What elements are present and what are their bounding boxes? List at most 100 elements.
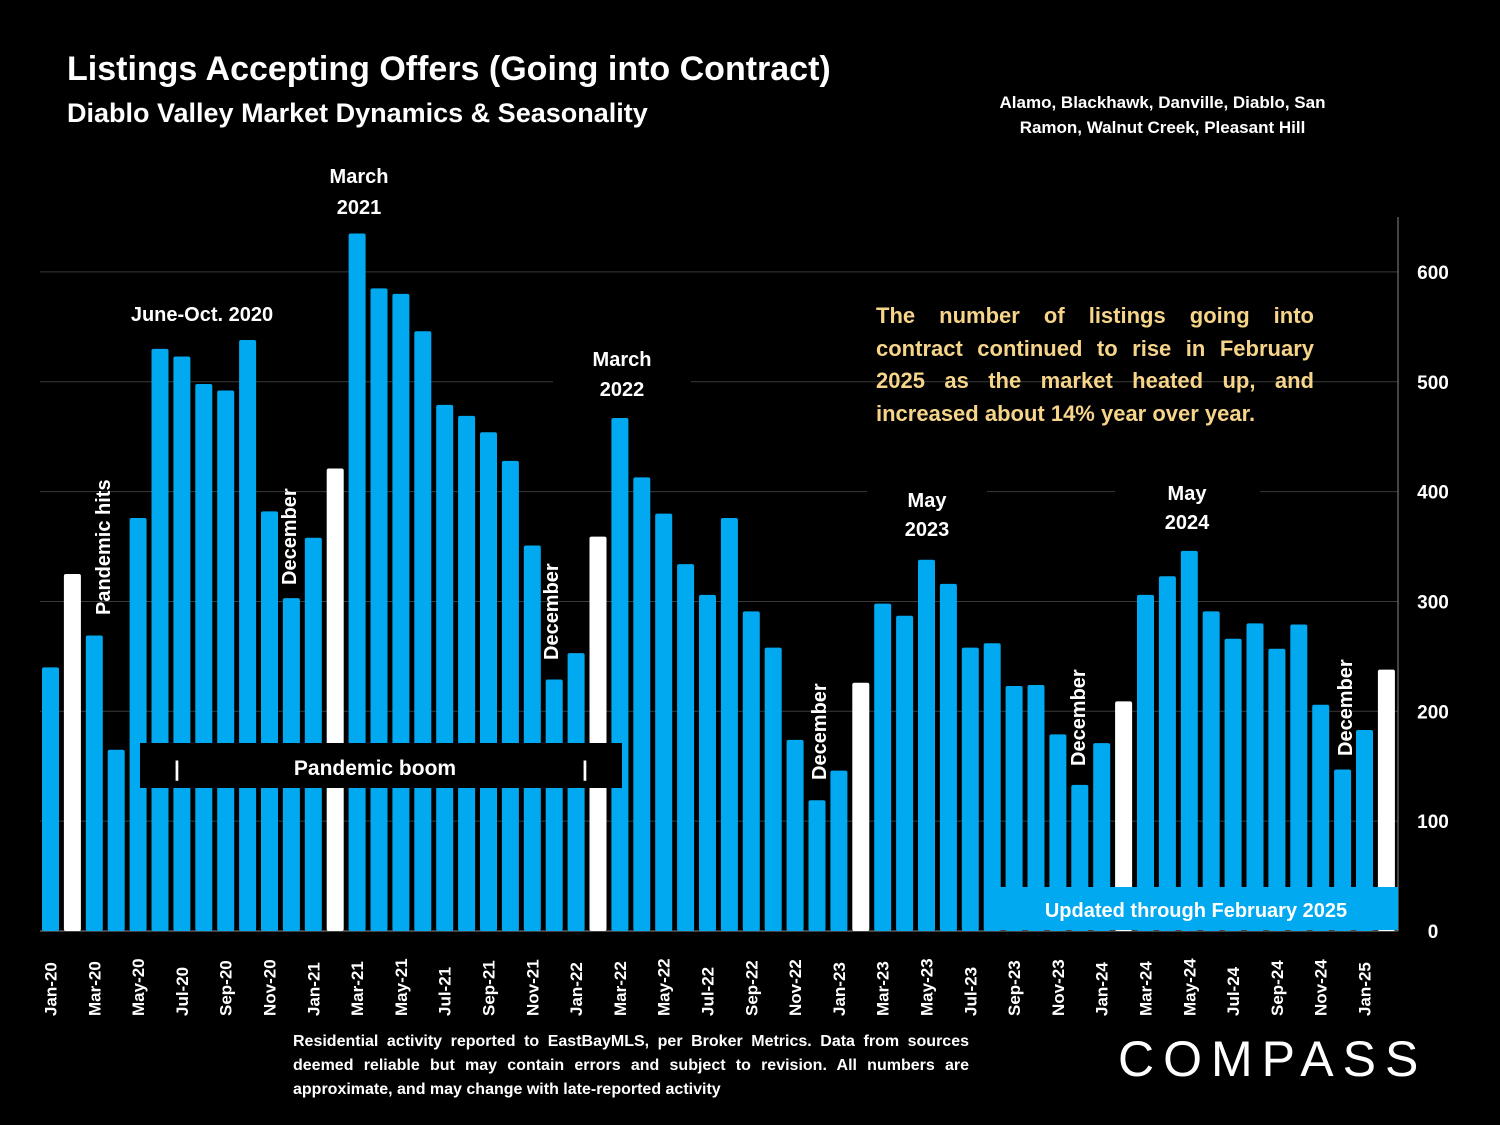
x-tick-label: Nov-23 xyxy=(1049,959,1068,1016)
x-tick-label: Mar-21 xyxy=(348,961,367,1016)
march-2021-label-line2: 2021 xyxy=(337,197,382,219)
bar-sep-22 xyxy=(742,611,760,931)
bar-jan-25 xyxy=(1356,729,1373,931)
bar-may-20 xyxy=(129,517,147,931)
updated-banner-text: Updated through February 2025 xyxy=(1045,900,1347,922)
bar-nov-20 xyxy=(261,511,278,931)
june-oct-2020-label: June-Oct. 2020 xyxy=(131,304,273,326)
bar-oct-23 xyxy=(1027,684,1045,931)
bar-series xyxy=(42,233,1395,932)
bar-feb-22 xyxy=(589,536,607,931)
march-2021-label-line1: March xyxy=(330,166,389,188)
bar-dec-21 xyxy=(545,679,563,931)
bar-apr-21 xyxy=(370,288,388,931)
y-tick-label: 600 xyxy=(1417,263,1449,284)
bar-aug-20 xyxy=(195,383,213,931)
bar-nov-21 xyxy=(523,545,541,931)
bar-feb-20 xyxy=(63,574,81,931)
x-tick-label: Jan-20 xyxy=(42,962,61,1016)
bar-jul-22 xyxy=(699,594,716,931)
y-tick-label: 200 xyxy=(1417,702,1449,723)
bar-oct-21 xyxy=(501,460,519,931)
bar-jun-21 xyxy=(414,331,432,931)
region-line-1: Alamo, Blackhawk, Danville, Diablo, San xyxy=(999,93,1326,112)
x-tick-label: Mar-20 xyxy=(85,961,104,1016)
bar-mar-23 xyxy=(874,603,892,931)
bar-sep-20 xyxy=(217,390,235,932)
bar-nov-23 xyxy=(1049,734,1067,931)
bar-aug-23 xyxy=(983,643,1001,931)
may-2024-label-line2: 2024 xyxy=(1165,512,1210,534)
december-2022-label: December xyxy=(809,683,831,780)
bar-jan-22 xyxy=(567,653,585,931)
december-2024-label: December xyxy=(1335,659,1357,756)
december-2020-label: December xyxy=(279,488,301,585)
source-footnote: Residential activity reported to EastBay… xyxy=(293,1033,969,1098)
x-tick-label: May-20 xyxy=(129,958,148,1016)
x-tick-label: Jan-22 xyxy=(567,962,586,1016)
december-2023-label: December xyxy=(1068,669,1090,766)
x-tick-label: Nov-24 xyxy=(1312,959,1331,1016)
bar-jan-20 xyxy=(42,667,59,931)
x-tick-label: May-22 xyxy=(655,958,674,1016)
y-tick-label: 500 xyxy=(1417,373,1449,394)
x-axis-tick-labels: Jan-20 Mar-20 May-20 Jul-20 Sep-20 Nov-20 Jan-… xyxy=(42,958,1375,1016)
bar-apr-24 xyxy=(1158,576,1176,931)
bar-oct-20 xyxy=(239,340,257,931)
bar-dec-22 xyxy=(808,800,826,931)
march-2022-label-line2: 2022 xyxy=(600,379,645,401)
x-tick-label: Mar-24 xyxy=(1137,961,1156,1016)
bar-jul-21 xyxy=(436,404,454,931)
bar-may-24 xyxy=(1180,550,1198,931)
region-line-2: Ramon, Walnut Creek, Pleasant Hill xyxy=(1019,118,1306,137)
x-tick-label: Jul-20 xyxy=(173,967,192,1016)
x-tick-label: Jan-24 xyxy=(1093,962,1112,1016)
x-tick-label: Jul-24 xyxy=(1224,966,1243,1016)
y-tick-label: 100 xyxy=(1417,812,1449,833)
y-axis-tick-labels: 0 100 200 300 400 500 600 xyxy=(1417,263,1449,943)
bar-mar-22 xyxy=(611,418,629,932)
boom-start-marker: | xyxy=(174,758,180,781)
x-tick-label: Nov-22 xyxy=(786,959,805,1016)
pandemic-boom-box xyxy=(140,743,622,788)
bar-oct-22 xyxy=(764,647,782,931)
may-2024-label-bg xyxy=(1115,470,1260,542)
may-2023-label-line2: 2023 xyxy=(905,519,950,541)
x-tick-label: Jan-21 xyxy=(304,962,323,1016)
bar-jan-21 xyxy=(304,537,322,931)
pandemic-hits-label: Pandemic hits xyxy=(93,479,115,615)
x-tick-label: Sep-23 xyxy=(1005,960,1024,1016)
x-tick-label: May-23 xyxy=(918,958,937,1016)
x-tick-label: Sep-24 xyxy=(1268,960,1287,1016)
x-tick-label: Jul-23 xyxy=(961,967,980,1016)
bar-apr-20 xyxy=(107,749,125,931)
x-tick-label: Jan-23 xyxy=(830,962,849,1016)
bar-may-21 xyxy=(392,293,410,931)
pandemic-boom-label: Pandemic boom xyxy=(294,757,456,780)
chart-subtitle: Diablo Valley Market Dynamics & Seasonal… xyxy=(67,98,648,128)
march-2022-label-bg xyxy=(553,337,691,407)
march-2022-label-line1: March xyxy=(593,349,652,371)
bar-feb-25 xyxy=(1377,669,1395,931)
bar-jan-23 xyxy=(830,770,848,931)
bar-jan-24 xyxy=(1093,743,1111,931)
bar-apr-22 xyxy=(633,477,651,931)
x-tick-label: May-24 xyxy=(1180,958,1199,1016)
y-tick-label: 400 xyxy=(1417,483,1449,504)
bar-jul-24 xyxy=(1224,638,1242,931)
bar-mar-20 xyxy=(85,635,103,931)
x-tick-label: Sep-21 xyxy=(480,960,499,1016)
bar-mar-24 xyxy=(1137,594,1154,931)
boom-end-marker: | xyxy=(582,758,588,781)
bar-may-22 xyxy=(655,513,673,931)
y-tick-label: 300 xyxy=(1417,592,1449,613)
chart-title: Listings Accepting Offers (Going into Co… xyxy=(67,50,831,88)
x-tick-label: May-21 xyxy=(392,958,411,1016)
may-2023-label-bg xyxy=(867,478,987,548)
updated-banner xyxy=(998,887,1398,930)
x-tick-label: Jul-21 xyxy=(436,967,455,1016)
compass-logo: COMPASS xyxy=(1118,1031,1428,1087)
bar-nov-22 xyxy=(786,739,804,931)
may-2023-label-line1: May xyxy=(908,490,948,512)
